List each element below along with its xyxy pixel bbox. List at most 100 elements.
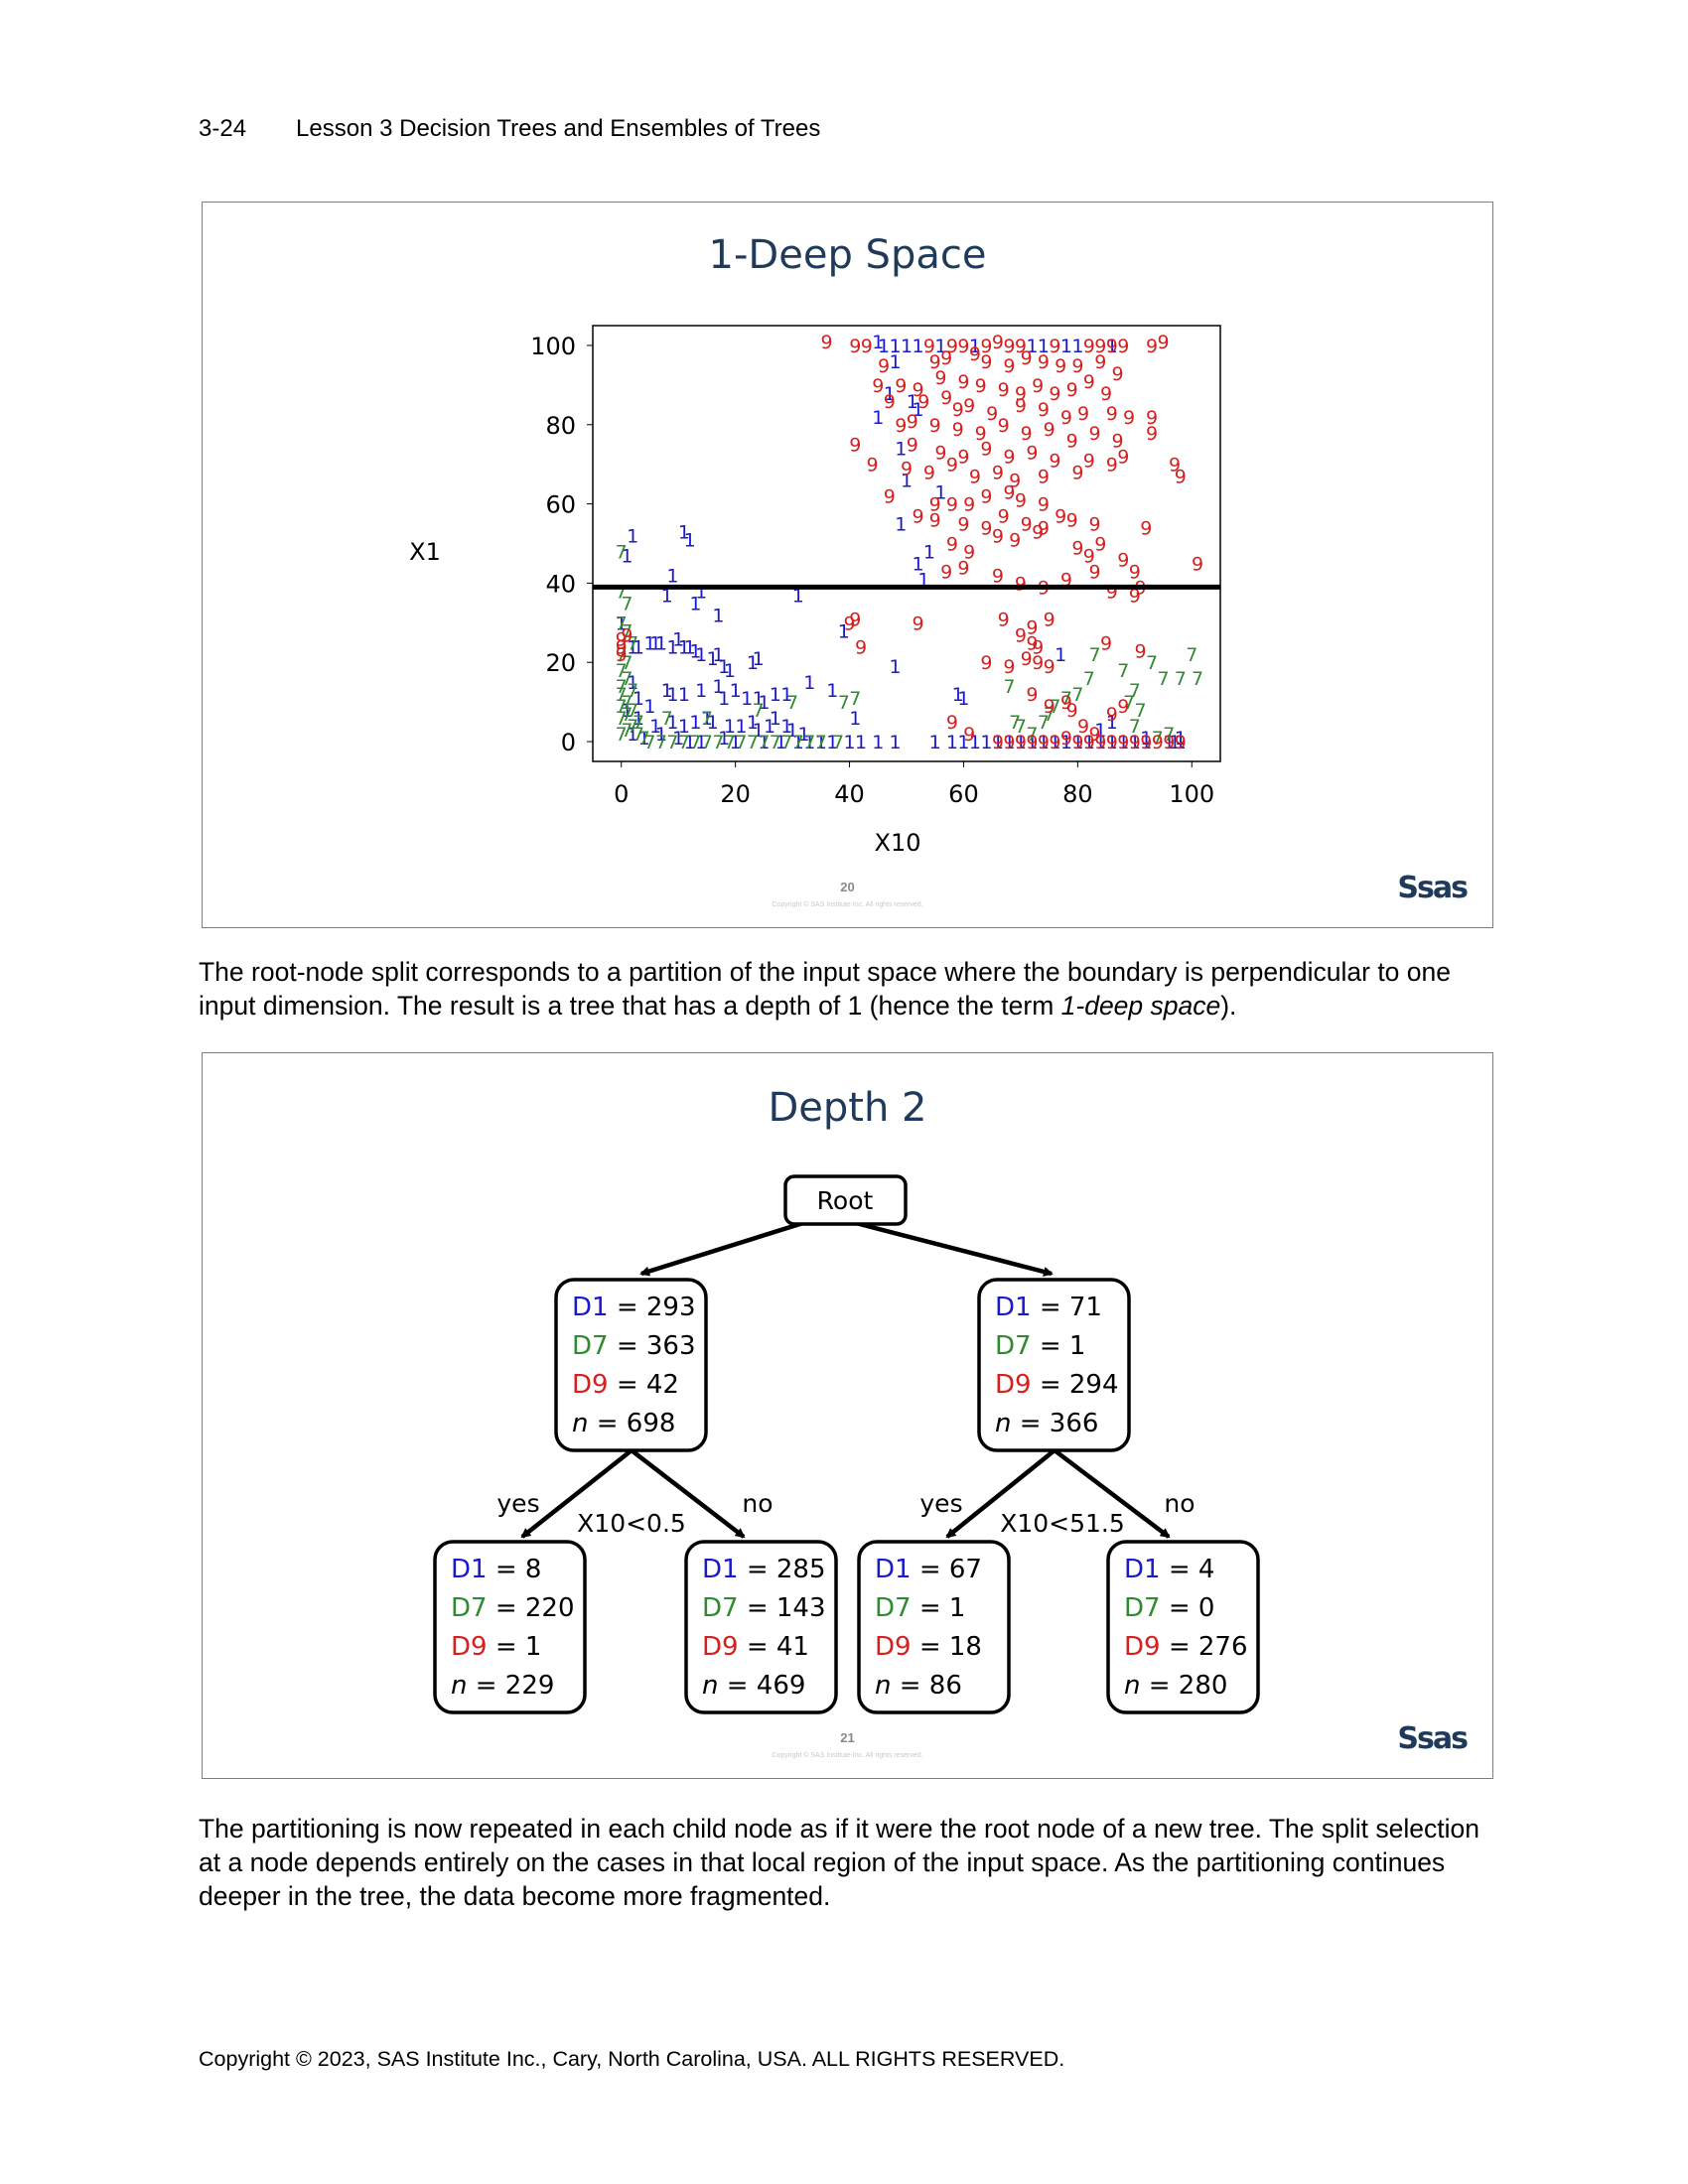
point-9: 9 [992,332,1004,353]
plot-frame [592,325,1221,762]
point-7: 7 [655,732,667,753]
y-tick-label: 20 [545,649,576,677]
point-9: 9 [1129,561,1141,583]
point-9: 9 [1060,728,1072,750]
node-level2-3-d1: D1 = 67 [875,1555,982,1584]
point-9: 9 [917,391,929,413]
point-9: 9 [1100,383,1112,405]
point-7: 7 [712,732,724,753]
point-1: 1 [901,336,913,357]
split-right-no: no [1164,1489,1195,1518]
point-1: 1 [643,696,655,718]
point-9: 9 [940,561,952,583]
point-9: 9 [861,336,873,357]
running-header: 3-24 Lesson 3 Decision Trees and Ensembl… [199,115,820,143]
point-7: 7 [633,724,644,746]
point-7: 7 [616,541,628,563]
point-1: 1 [649,716,661,738]
point-9: 9 [1038,399,1050,421]
point-9: 9 [1044,609,1055,630]
point-9: 9 [1066,431,1078,453]
point-1: 1 [684,636,696,658]
point-9: 9 [957,371,969,393]
point-9: 9 [980,518,992,540]
point-1: 1 [1117,732,1129,753]
point-9: 9 [884,391,896,413]
point-7: 7 [849,688,861,710]
point-7: 7 [1192,668,1203,690]
x-tick-label: 60 [948,780,979,808]
point-7: 7 [616,696,628,718]
split-right-yes: yes [919,1489,962,1518]
point-9: 9 [1071,463,1083,484]
node-level2-1-d7: D7 = 220 [451,1593,575,1623]
point-9: 9 [940,347,952,369]
point-1: 1 [792,732,804,753]
point-1: 1 [1094,720,1106,742]
point-9: 9 [1135,640,1147,662]
point-9: 9 [1175,467,1187,488]
point-1: 1 [957,732,969,753]
point-1: 1 [895,439,907,461]
point-7: 7 [678,732,690,753]
point-1: 1 [627,724,638,746]
point-9: 9 [1009,530,1021,552]
point-9: 9 [952,399,964,421]
point-1: 1 [1038,336,1050,357]
point-7: 7 [616,644,628,666]
point-9: 9 [1044,696,1055,718]
point-7: 7 [1026,724,1038,746]
point-1: 1 [1055,644,1066,666]
point-7: 7 [1009,712,1021,734]
point-9: 9 [878,355,890,377]
point-1: 1 [952,684,964,706]
point-1: 1 [712,676,724,698]
node-level1-left-d7: D7 = 363 [572,1331,696,1361]
point-7: 7 [1129,680,1141,702]
point-9: 9 [1117,696,1129,718]
point-9: 9 [946,336,958,357]
point-9: 9 [1146,336,1158,357]
point-9: 9 [1015,490,1027,512]
point-7: 7 [616,676,628,698]
point-9: 9 [957,557,969,579]
point-9: 9 [1192,553,1203,575]
point-9: 9 [1175,732,1187,753]
point-9: 9 [1003,355,1015,377]
point-9: 9 [1146,407,1158,429]
point-1: 1 [1060,336,1072,357]
edge-left-yes [520,1448,633,1539]
point-9: 9 [1071,355,1083,377]
y-tick-label: 40 [545,570,576,598]
point-9: 9 [1071,537,1083,559]
point-9: 9 [1060,692,1072,714]
point-1: 1 [889,732,901,753]
point-9: 9 [980,439,992,461]
point-1: 1 [923,541,935,563]
point-1: 1 [1106,732,1118,753]
point-1: 1 [1140,732,1152,753]
point-1: 1 [889,336,901,357]
point-7: 7 [627,700,638,722]
point-7: 7 [1157,668,1169,690]
point-9: 9 [1026,443,1038,465]
point-7: 7 [616,708,628,730]
slide-title: 1-Deep Space [708,232,987,278]
point-9: 9 [1100,632,1112,654]
point-9: 9 [980,336,992,357]
point-1: 1 [969,732,981,753]
page-number: 3-24 [199,115,247,142]
point-9: 9 [821,332,833,353]
node-level1-left-n: n = 698 [572,1409,675,1438]
slide-title: Depth 2 [768,1085,927,1131]
point-1: 1 [633,708,644,730]
point-9: 9 [1117,732,1129,753]
node-level1-right-n: n = 366 [995,1409,1098,1438]
point-1: 1 [718,656,730,678]
point-7: 7 [616,684,628,706]
point-1: 1 [689,712,701,734]
point-7: 7 [803,732,815,753]
point-9: 9 [1015,573,1027,595]
sas-logo: Ssas [1397,1721,1469,1756]
point-1: 1 [770,684,781,706]
